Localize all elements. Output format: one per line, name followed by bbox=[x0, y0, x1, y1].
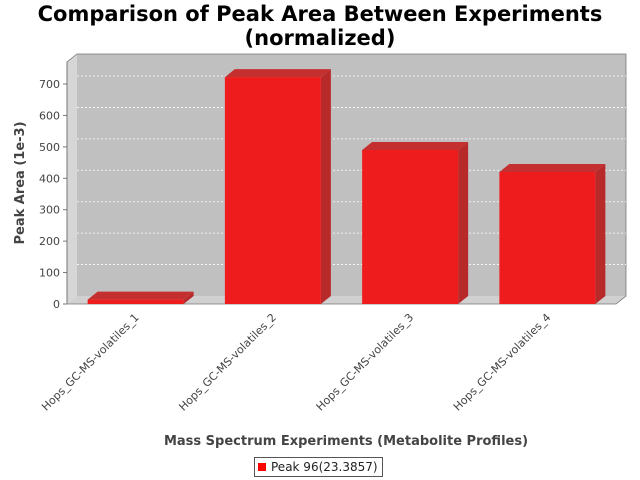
y-tick-label: 100 bbox=[39, 267, 60, 280]
bar-top bbox=[499, 164, 606, 172]
bar-side bbox=[458, 142, 469, 304]
bar bbox=[362, 142, 469, 304]
chart-title-line-2: (normalized) bbox=[244, 26, 396, 50]
chart-title-line-1: Comparison of Peak Area Between Experime… bbox=[37, 2, 603, 26]
bar-front bbox=[87, 299, 184, 304]
y-axis-label: Peak Area (1e-3) bbox=[13, 121, 28, 244]
x-tick-label: Hops_GC-MS-volatiles_2 bbox=[176, 311, 279, 414]
bar-front bbox=[499, 172, 596, 304]
bar-series bbox=[87, 69, 606, 304]
y-tick-label: 300 bbox=[39, 204, 60, 217]
bar-side bbox=[320, 69, 331, 304]
y-tick-label: 200 bbox=[39, 235, 60, 248]
bar-top bbox=[362, 142, 469, 150]
legend-label: Peak 96(23.3857) bbox=[271, 460, 378, 474]
bar-side bbox=[183, 291, 194, 304]
y-tick-label: 0 bbox=[53, 298, 60, 311]
bar-front bbox=[224, 77, 321, 304]
x-tick-label: Hops_GC-MS-volatiles_4 bbox=[451, 311, 554, 414]
bar-top bbox=[87, 291, 194, 300]
y-tick-label: 600 bbox=[39, 109, 60, 122]
plot-side-wall bbox=[67, 54, 77, 304]
y-tick-label: 500 bbox=[39, 141, 60, 154]
bar bbox=[499, 164, 606, 304]
legend-swatch bbox=[258, 463, 266, 471]
plot-floor bbox=[67, 296, 626, 304]
bar bbox=[87, 291, 194, 304]
x-tick-label: Hops_GC-MS-volatiles_1 bbox=[39, 311, 142, 414]
chart-title: Comparison of Peak Area Between Experime… bbox=[0, 2, 640, 50]
bar-front bbox=[362, 150, 459, 304]
y-tick-label: 400 bbox=[39, 172, 60, 185]
bar-side bbox=[595, 164, 606, 304]
x-tick-label: Hops_GC-MS-volatiles_3 bbox=[314, 311, 417, 414]
y-tick-label: 700 bbox=[39, 78, 60, 91]
x-axis: Hops_GC-MS-volatiles_1 Hops_GC-MS-volatil… bbox=[39, 311, 553, 414]
legend: Peak 96(23.3857) bbox=[254, 457, 383, 477]
bar-chart: 0 100 200 300 400 500 600 700 Hops_GC-MS-volati… bbox=[13, 53, 627, 449]
x-axis-label: Mass Spectrum Experiments (Metabolite Pr… bbox=[164, 434, 528, 449]
bar bbox=[224, 69, 331, 304]
bar-top bbox=[224, 69, 331, 78]
